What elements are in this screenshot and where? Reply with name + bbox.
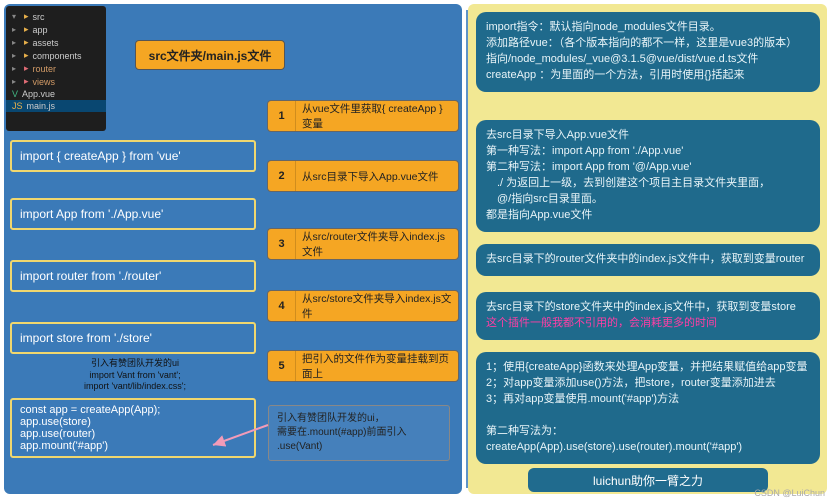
step-num: 2 [268,161,296,191]
step-text: 从src/store文件夹导入index.js文件 [296,291,458,321]
watermark: CSDN @LuiChun [754,488,825,498]
step-text: 从vue文件里获取{ createApp }变量 [296,101,458,131]
explain-line: createApp ：为里面的一个方法，引用时使用{}括起来 [486,68,810,84]
tree-item: App.vue [22,89,55,99]
hint-line: 需要在.mount(#app)前面引入 [277,426,441,440]
file-tree: ▾▸src ▸▸app ▸▸assets ▸▸components ▸▸rout… [6,6,106,131]
title-text: src文件夹/main.js文件 [149,47,272,64]
step-card: 5把引入的文件作为变量挂载到页面上 [267,350,459,382]
code-line: app.use(router) [20,428,246,440]
code-line: import App from './App.vue' [10,198,256,230]
explain-line: 2；对app变量添加use()方法，把store，router变量添加进去 [486,376,810,392]
step-card: 2从src目录下导入App.vue文件 [267,160,459,192]
step-card: 1从vue文件里获取{ createApp }变量 [267,100,459,132]
code-line: import { createApp } from 'vue' [10,140,256,172]
step-text: 从src目录下导入App.vue文件 [296,169,458,184]
explain-line: @/指向src目录里面。 [486,192,810,208]
step-text: 把引入的文件作为变量挂载到页面上 [296,351,458,381]
code-line: import router from './router' [10,260,256,292]
explain-card: 去src目录下的store文件夹中的index.js文件中，获取到变量store… [476,292,820,340]
note-line: 引入有赞团队开发的ui [50,358,220,370]
code-line: app.use(store) [20,416,246,428]
hint-box: 引入有赞团队开发的ui， 需要在.mount(#app)前面引入 .use(Va… [268,405,450,461]
footer-card: luichun助你一臂之力 [528,468,768,492]
explain-line: 添加路径vue：（各个版本指向的都不一样，这里是vue3的版本） [486,36,810,52]
explain-line: 第一种写法：import App from './App.vue' [486,144,810,160]
title-card: src文件夹/main.js文件 [135,40,285,70]
code-block-final: const app = createApp(App); app.use(stor… [10,398,256,458]
vant-note: 引入有赞团队开发的ui import Vant from 'vant'; imp… [50,358,220,393]
explain-card: 去src目录下的router文件夹中的index.js文件中，获取到变量rout… [476,244,820,276]
tree-item: components [33,51,82,61]
explain-line: 指向/node_modules/_vue@3.1.5@vue/dist/vue.… [486,52,810,68]
tree-src-label: src [33,12,45,22]
tree-item: assets [33,38,59,48]
hint-line: .use(Vant) [277,440,441,454]
explain-line [486,408,810,424]
step-text: 从src/router文件夹导入index.js文件 [296,229,458,259]
explain-line: 这个插件一般我都不引用的，会消耗更多的时间 [486,316,810,332]
explain-card: 1；使用{createApp}函数来处理App变量，并把结果赋值给app变量2；… [476,352,820,464]
note-line: import Vant from 'vant'; [50,370,220,382]
explain-line: ./ 为返回上一级，去到创建这个项目主目录文件夹里面， [486,176,810,192]
step-num: 1 [268,101,296,131]
step-num: 5 [268,351,296,381]
hint-line: 引入有赞团队开发的ui， [277,412,441,426]
explain-line: 去src目录下导入App.vue文件 [486,128,810,144]
step-card: 3从src/router文件夹导入index.js文件 [267,228,459,260]
explain-line: import指令：默认指向node_modules文件目录。 [486,20,810,36]
tree-item-selected: main.js [27,101,56,111]
code-line: const app = createApp(App); [20,404,246,416]
divider-line [466,10,468,488]
code-line: app.mount('#app') [20,440,246,452]
code-line: import store from './store' [10,322,256,354]
explain-line: 去src目录下的store文件夹中的index.js文件中，获取到变量store [486,300,810,316]
explain-line: 第二种写法为： [486,424,810,440]
note-line: import 'vant/lib/index.css'; [50,381,220,393]
explain-line: 第二种写法：import App from '@/App.vue' [486,160,810,176]
step-num: 4 [268,291,296,321]
step-num: 3 [268,229,296,259]
explain-line: 都是指向App.vue文件 [486,208,810,224]
tree-item: app [33,25,48,35]
explain-line: 1；使用{createApp}函数来处理App变量，并把结果赋值给app变量 [486,360,810,376]
explain-card: import指令：默认指向node_modules文件目录。添加路径vue：（各… [476,12,820,92]
explain-line: 3；再对app变量使用.mount('#app')方法 [486,392,810,408]
explain-line: createApp(App).use(store).use(router).mo… [486,440,810,456]
explain-card: 去src目录下导入App.vue文件第一种写法：import App from … [476,120,820,232]
tree-item: router [33,64,57,74]
tree-item: views [33,77,56,87]
explain-line: 去src目录下的router文件夹中的index.js文件中，获取到变量rout… [486,252,810,268]
step-card: 4从src/store文件夹导入index.js文件 [267,290,459,322]
footer-text: luichun助你一臂之力 [593,472,703,489]
